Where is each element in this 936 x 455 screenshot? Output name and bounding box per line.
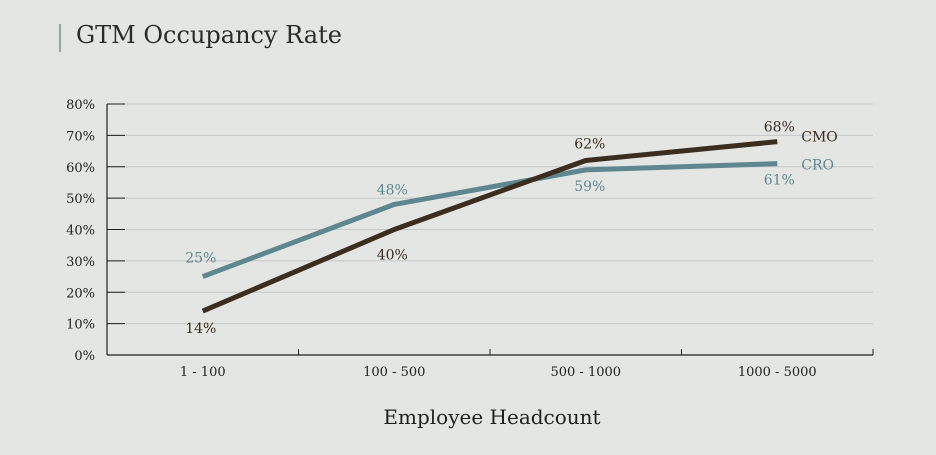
legend-label-cmo: CMO — [801, 130, 838, 146]
x-axis-title: Employee Headcount — [383, 405, 600, 429]
data-label-cro: 48% — [377, 182, 408, 198]
legend-label-cro: CRO — [801, 158, 834, 174]
y-tick-labels: 0% 10% 20% 30% 40% 50% 60% 70% 80% — [66, 98, 95, 364]
chart-title: GTM Occupancy Rate — [76, 21, 342, 49]
y-tick-label: 0% — [74, 349, 95, 364]
series-line-cmo — [201, 139, 778, 314]
data-label-cmo: 14% — [185, 321, 216, 337]
y-tick-label: 30% — [66, 255, 95, 270]
x-tick-label: 1 - 100 — [180, 365, 226, 380]
y-tick-label: 80% — [66, 98, 95, 113]
data-label-cro: 59% — [574, 179, 605, 195]
data-label-cro: 25% — [185, 251, 216, 267]
axes — [106, 103, 874, 356]
y-tick-label: 40% — [66, 224, 95, 239]
title-accent-bar — [59, 24, 61, 52]
y-tick-label: 60% — [66, 161, 95, 176]
series-legend: CMO CRO — [801, 130, 838, 174]
data-labels: 14% 40% 62% 68% 25% 48% 59% 61% — [185, 120, 795, 337]
data-label-cmo: 40% — [377, 248, 408, 264]
series-lines — [201, 139, 778, 314]
x-tick-label: 500 - 1000 — [550, 365, 621, 380]
data-label-cro: 61% — [764, 173, 795, 189]
data-label-cmo: 68% — [764, 120, 795, 136]
y-tick-label: 10% — [66, 318, 95, 333]
x-tick-labels: 1 - 100 100 - 500 500 - 1000 1000 - 5000 — [180, 365, 817, 380]
series-line-cro — [201, 161, 778, 279]
data-label-cmo: 62% — [574, 136, 605, 152]
gridlines — [107, 103, 873, 325]
y-tick-label: 20% — [66, 286, 95, 301]
y-tick-label: 50% — [66, 192, 95, 207]
y-tick-label: 70% — [66, 129, 95, 144]
x-tick-label: 1000 - 5000 — [738, 365, 817, 380]
x-tick-label: 100 - 500 — [363, 365, 425, 380]
